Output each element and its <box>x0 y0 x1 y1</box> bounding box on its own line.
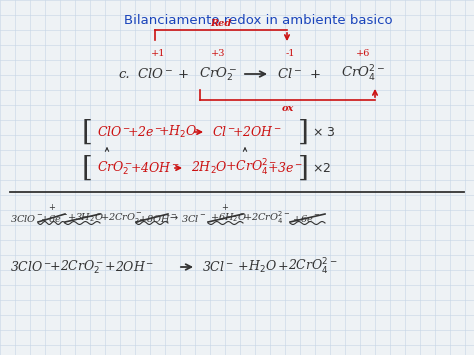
Text: [: [ <box>82 119 92 146</box>
Text: Red: Red <box>210 19 232 28</box>
Text: +: + <box>50 261 61 273</box>
Text: +3e$^-$: +3e$^-$ <box>267 161 303 175</box>
Text: Cl$^-$: Cl$^-$ <box>277 67 302 81</box>
Text: ]: ] <box>298 119 309 146</box>
Text: +1: +1 <box>151 49 165 58</box>
Text: CrO$_2^-$: CrO$_2^-$ <box>199 65 237 83</box>
Text: c.: c. <box>118 67 129 81</box>
Text: +6e$^-$: +6e$^-$ <box>292 213 320 224</box>
Text: +H$_2$O: +H$_2$O <box>158 124 197 140</box>
Text: [: [ <box>82 154 92 181</box>
Text: 2CrO$_2^-$: 2CrO$_2^-$ <box>60 258 104 276</box>
Text: $\to$: $\to$ <box>168 213 180 223</box>
Text: +3: +3 <box>211 49 225 58</box>
Text: 3Cl$^-$: 3Cl$^-$ <box>181 213 206 224</box>
Text: ox: ox <box>281 104 294 113</box>
Text: +6H$_2$O: +6H$_2$O <box>210 212 247 224</box>
Text: +: + <box>310 67 320 81</box>
Text: +: + <box>177 67 189 81</box>
Text: +2CrO$_4^{2-}$: +2CrO$_4^{2-}$ <box>243 209 290 226</box>
Text: 3ClO$^-$: 3ClO$^-$ <box>10 213 43 224</box>
Text: +: + <box>105 261 116 273</box>
Text: CrO$_4^{2-}$: CrO$_4^{2-}$ <box>341 64 385 84</box>
Text: 3Cl$^-$: 3Cl$^-$ <box>202 260 234 274</box>
Text: +6e$^-$: +6e$^-$ <box>40 213 69 224</box>
Text: +4OH$^-$: +4OH$^-$ <box>130 161 180 175</box>
Text: +: + <box>238 261 249 273</box>
Text: -1: -1 <box>285 49 295 58</box>
Text: +: + <box>278 261 289 273</box>
Text: $\times$2: $\times$2 <box>312 162 331 175</box>
Text: +8OH$^-$: +8OH$^-$ <box>138 213 177 224</box>
Text: H$_2$O: H$_2$O <box>248 259 277 275</box>
Text: +3H$_2$O: +3H$_2$O <box>67 212 104 224</box>
Text: ClO$^-$: ClO$^-$ <box>97 125 131 139</box>
Text: +2CrO$_2^-$: +2CrO$_2^-$ <box>100 211 143 225</box>
Text: 2CrO$_4^{2-}$: 2CrO$_4^{2-}$ <box>288 257 337 277</box>
Text: +6: +6 <box>356 49 370 58</box>
Text: +2e$^-$: +2e$^-$ <box>127 125 163 139</box>
Text: CrO$_2^-$: CrO$_2^-$ <box>97 159 133 177</box>
Text: +: + <box>221 203 228 212</box>
Text: ]: ] <box>298 154 309 181</box>
Text: +2OH$^-$: +2OH$^-$ <box>232 125 282 139</box>
Text: 2H$_2$O: 2H$_2$O <box>191 160 228 176</box>
Text: $\times$ 3: $\times$ 3 <box>312 126 336 138</box>
Text: ClO$^-$: ClO$^-$ <box>137 67 173 81</box>
Text: +: + <box>48 203 55 212</box>
Text: Cl$^-$: Cl$^-$ <box>212 125 236 139</box>
Text: 2OH$^-$: 2OH$^-$ <box>115 260 155 274</box>
Text: +CrO$_4^{2-}$: +CrO$_4^{2-}$ <box>225 158 277 178</box>
Text: 3ClO$^-$: 3ClO$^-$ <box>10 260 52 274</box>
Text: Bilanciamento redox in ambiente basico: Bilanciamento redox in ambiente basico <box>124 14 392 27</box>
